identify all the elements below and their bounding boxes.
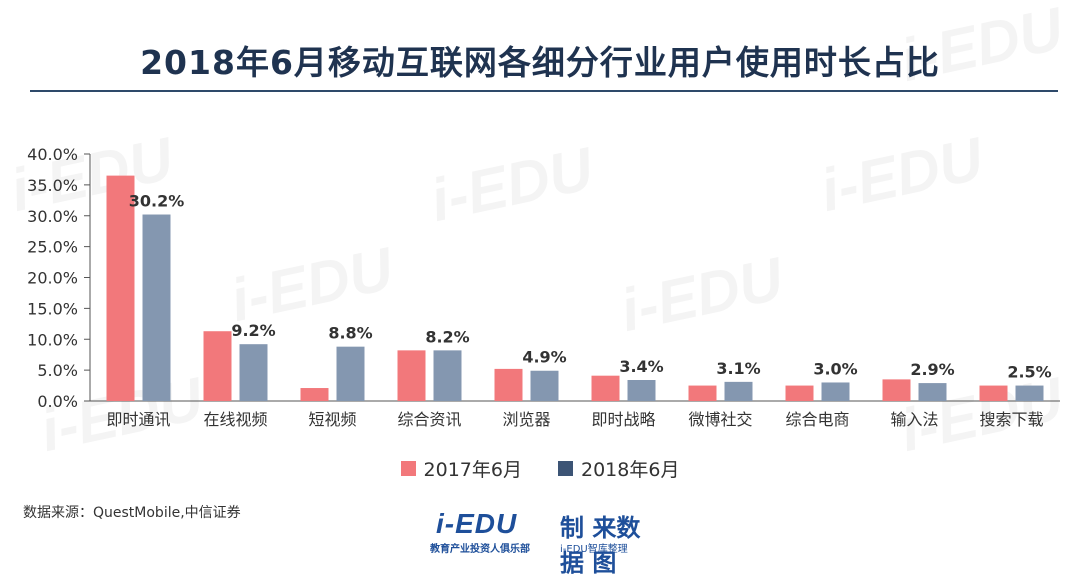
y-tick-label: 15.0%: [27, 299, 78, 318]
chart-title: 2018年6月移动互联网各细分行业用户使用时长占比: [140, 43, 940, 82]
y-tick-label: 5.0%: [37, 361, 78, 380]
bar-2017: [397, 350, 426, 401]
category-label: 综合资讯: [397, 410, 461, 429]
bar-2018: [724, 381, 753, 401]
legend-label-2018: 2018年6月: [581, 459, 680, 481]
y-tick-label: 25.0%: [27, 238, 78, 257]
data-label: 4.9%: [522, 348, 566, 367]
bar-2018: [336, 346, 365, 401]
brand-logo: i-EDU 教育产业投资人俱乐部 制 来数 据 图 i-EDU智库整理: [430, 508, 670, 577]
y-tick-label: 30.0%: [27, 207, 78, 226]
y-tick-label: 35.0%: [27, 176, 78, 195]
bar-2017: [882, 379, 911, 401]
bar-2018: [239, 344, 268, 401]
data-source: 数据来源：QuestMobile,中信证券: [23, 505, 241, 521]
bar-2017: [591, 375, 620, 401]
data-label: 3.4%: [619, 357, 663, 376]
bar-2018: [1015, 385, 1044, 401]
data-label: 8.2%: [425, 327, 469, 346]
data-label: 2.5%: [1007, 363, 1051, 382]
bar-2017: [688, 385, 717, 401]
category-label: 输入法: [890, 410, 938, 429]
category-label: 在线视频: [203, 410, 267, 429]
category-label: 即时战略: [591, 410, 655, 429]
category-label: 即时通讯: [106, 410, 170, 429]
legend-swatch-2018: [558, 461, 573, 476]
bar-2017: [979, 385, 1008, 401]
category-label: 综合电商: [785, 410, 849, 429]
title-divider: [30, 90, 1058, 92]
data-label: 2.9%: [910, 360, 954, 379]
bar-chart: 0.0% 5.0% 10.0% 15.0% 20.0% 25.0% 30.0% 35.0% 40…: [27, 145, 1060, 429]
category-label: 短视频: [308, 410, 356, 429]
logo-text: i-EDU: [436, 508, 518, 539]
legend: 2017年6月 2018年6月: [0, 455, 1080, 482]
legend-label-2017: 2017年6月: [423, 459, 522, 481]
y-tick-label: 0.0%: [37, 392, 78, 411]
data-label: 30.2%: [129, 192, 185, 211]
logo-subtext: 教育产业投资人俱乐部: [430, 544, 530, 555]
bar-2018: [142, 214, 171, 401]
bar-2017: [106, 175, 135, 401]
y-tick-label: 20.0%: [27, 269, 78, 288]
category-label: 浏览器: [502, 410, 550, 429]
bar-2017: [785, 385, 814, 401]
bar-2017: [300, 388, 329, 401]
bar-2017: [494, 368, 523, 401]
bar-2017: [203, 331, 232, 401]
y-tick-label: 10.0%: [27, 330, 78, 349]
bar-2018: [627, 380, 656, 401]
bar-2018: [821, 382, 850, 401]
category-label: 微博社交: [688, 410, 752, 429]
data-label: 9.2%: [231, 321, 275, 340]
bar-2018: [433, 350, 462, 401]
category-label: 搜索下载: [979, 410, 1043, 429]
bar-2018: [530, 370, 559, 401]
bar-2018: [918, 383, 947, 401]
legend-item-2017: 2017年6月: [400, 455, 522, 482]
data-label: 3.0%: [813, 359, 857, 378]
legend-swatch-2017: [400, 461, 416, 476]
legend-item-2018: 2018年6月: [558, 455, 679, 482]
data-label: 8.8%: [328, 324, 372, 343]
data-label: 3.1%: [716, 359, 760, 378]
y-tick-label: 40.0%: [27, 145, 78, 164]
logo-badge-subtext: i-EDU智库整理: [560, 544, 628, 555]
